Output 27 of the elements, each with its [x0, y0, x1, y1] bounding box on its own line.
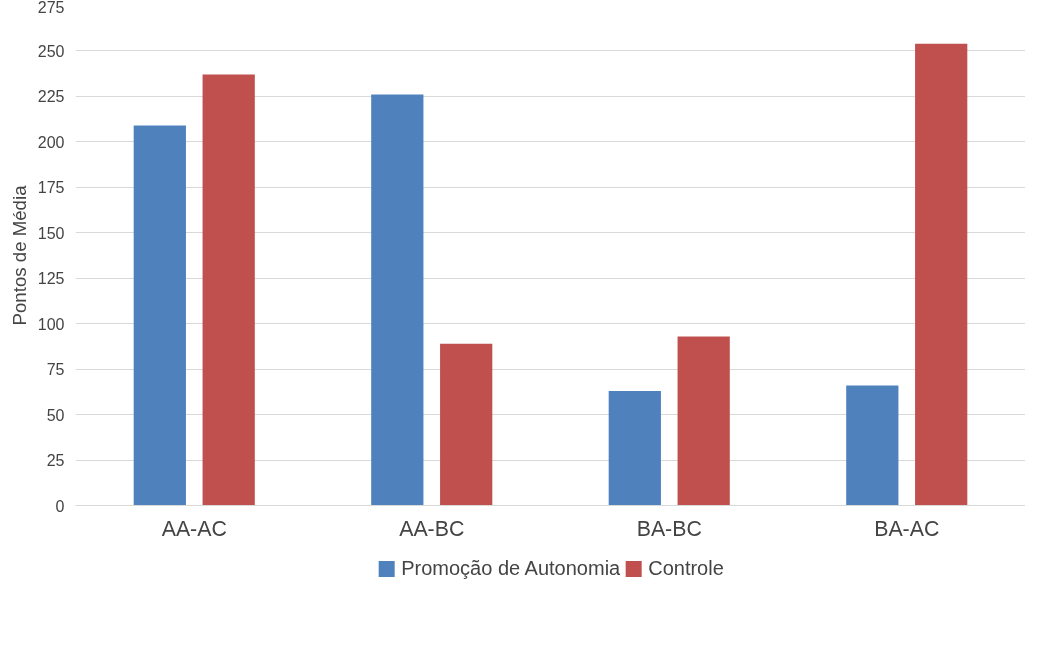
y-tick-label: 225 — [37, 88, 65, 106]
y-tick-label: 250 — [37, 42, 65, 60]
x-tick-label: AA-AC — [161, 516, 227, 541]
y-tick-label: 125 — [37, 270, 65, 288]
y-tick-label: 275 — [37, 0, 65, 16]
y-tick-label: 100 — [37, 315, 65, 333]
bar — [608, 390, 661, 506]
bar — [133, 125, 186, 506]
legend-label: Promoção de Autonomia — [401, 556, 621, 580]
y-axis-title: Pontos de Média — [8, 184, 30, 326]
y-tick-label: 25 — [46, 452, 65, 470]
y-tick-label: 50 — [46, 406, 65, 424]
x-tick-label: BA-BC — [636, 516, 702, 541]
y-tick-label: 0 — [55, 497, 65, 515]
bar — [677, 336, 730, 506]
bar — [371, 94, 424, 506]
y-tick-label: 150 — [37, 224, 65, 242]
bar — [915, 43, 968, 506]
y-tick-label: 175 — [37, 179, 65, 197]
x-tick-label: AA-BC — [399, 516, 465, 541]
y-tick-label: 75 — [46, 361, 65, 379]
bar — [202, 74, 255, 506]
y-tick-label: 200 — [37, 133, 65, 151]
bar — [440, 343, 493, 506]
bar — [846, 385, 899, 506]
x-tick-label: BA-AC — [874, 516, 940, 541]
legend-label: Controle — [648, 556, 724, 580]
